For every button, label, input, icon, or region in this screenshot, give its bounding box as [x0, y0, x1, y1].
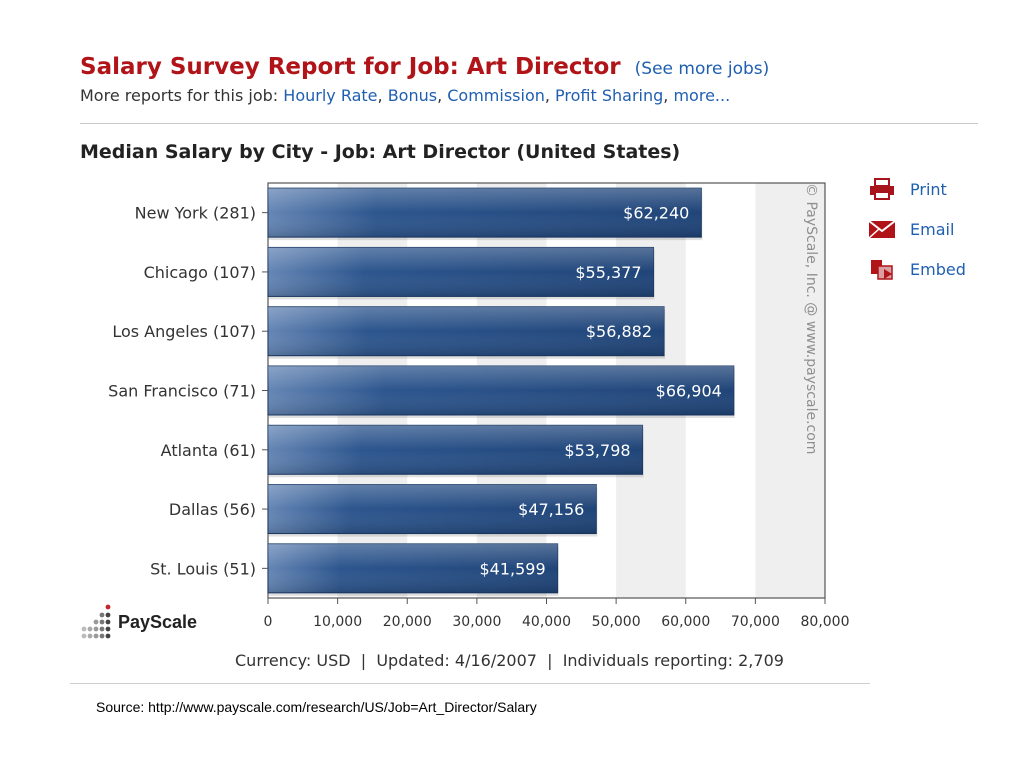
bar-value-label: $56,882	[586, 322, 652, 341]
currency-text: Currency: USD	[235, 651, 351, 670]
x-tick-label: 40,000	[522, 614, 571, 630]
embed-label: Embed	[910, 259, 966, 279]
hourly-rate-link[interactable]: Hourly Rate	[283, 86, 378, 105]
footer-separator: |	[360, 651, 367, 670]
bar-value-label: $41,599	[479, 559, 545, 578]
more-link[interactable]: more...	[673, 86, 731, 105]
grid-band	[755, 183, 825, 598]
x-tick-label: 10,000	[313, 614, 362, 630]
bonus-link[interactable]: Bonus	[387, 86, 438, 105]
x-tick-label: 80,000	[801, 614, 850, 630]
bar-gloss	[268, 366, 734, 415]
category-label: Los Angeles (107)	[112, 322, 256, 341]
bar-value-label: $53,798	[564, 441, 630, 460]
embed-action[interactable]: Embed	[868, 256, 966, 282]
footer-divider	[70, 683, 870, 684]
category-label: San Francisco (71)	[108, 382, 256, 401]
updated-text: Updated: 4/16/2007	[376, 651, 537, 670]
email-action[interactable]: Email	[868, 216, 966, 242]
category-label: New York (281)	[135, 204, 256, 223]
envelope-icon	[868, 220, 896, 239]
print-label: Print	[910, 179, 947, 199]
source-citation: Source: http://www.payscale.com/research…	[96, 699, 537, 715]
bar-gloss	[268, 425, 643, 475]
bar-value-label: $62,240	[623, 204, 689, 223]
bar-gloss	[268, 306, 665, 356]
footer-separator: |	[547, 651, 553, 670]
side-actions: Print Email Embed	[868, 176, 966, 296]
profit-sharing-link[interactable]: Profit Sharing	[555, 86, 664, 105]
x-tick-label: 30,000	[452, 614, 501, 630]
chart-footer: Currency: USD | Updated: 4/16/2007 | Ind…	[235, 651, 784, 670]
bar-gloss	[268, 484, 597, 534]
category-label: Dallas (56)	[169, 500, 256, 519]
chart-title: Median Salary by City - Job: Art Directo…	[80, 141, 681, 163]
category-label: Chicago (107)	[144, 263, 256, 282]
payscale-logo-text: PayScale	[118, 611, 198, 632]
see-more-jobs-link[interactable]: (See more jobs)	[634, 59, 770, 79]
bar-value-label: $47,156	[518, 500, 584, 519]
individuals-text: Individuals reporting: 2,709	[562, 651, 784, 670]
bar-gloss	[268, 247, 654, 297]
print-action[interactable]: Print	[868, 176, 966, 202]
x-tick-label: 50,000	[592, 614, 641, 630]
embed-icon	[871, 260, 893, 280]
x-tick-label: 60,000	[661, 614, 710, 630]
printer-icon	[870, 178, 894, 200]
bar-gloss	[268, 543, 558, 593]
header-divider	[80, 123, 978, 124]
x-tick-label: 0	[264, 614, 273, 630]
payscale-dots-icon	[81, 604, 111, 639]
payscale-watermark: © PayScale, Inc. @ www.payscale.com	[803, 183, 819, 454]
bar-value-label: $55,377	[575, 263, 641, 282]
x-tick-label: 70,000	[731, 614, 780, 630]
x-tick-label: 20,000	[383, 614, 432, 630]
category-label: St. Louis (51)	[150, 559, 256, 578]
payscale-logo: PayScale	[80, 604, 197, 640]
category-label: Atlanta (61)	[161, 441, 256, 460]
commission-link[interactable]: Commission	[447, 86, 545, 105]
email-label: Email	[910, 219, 955, 239]
more-reports-prefix: More reports for this job:	[80, 86, 279, 105]
page-title: Salary Survey Report for Job: Art Direct…	[80, 54, 769, 80]
bar-gloss	[268, 188, 702, 238]
page-title-text: Salary Survey Report for Job: Art Direct…	[80, 54, 621, 80]
bar-value-label: $66,904	[656, 382, 722, 401]
more-reports-line: More reports for this job: Hourly Rate, …	[80, 86, 731, 105]
